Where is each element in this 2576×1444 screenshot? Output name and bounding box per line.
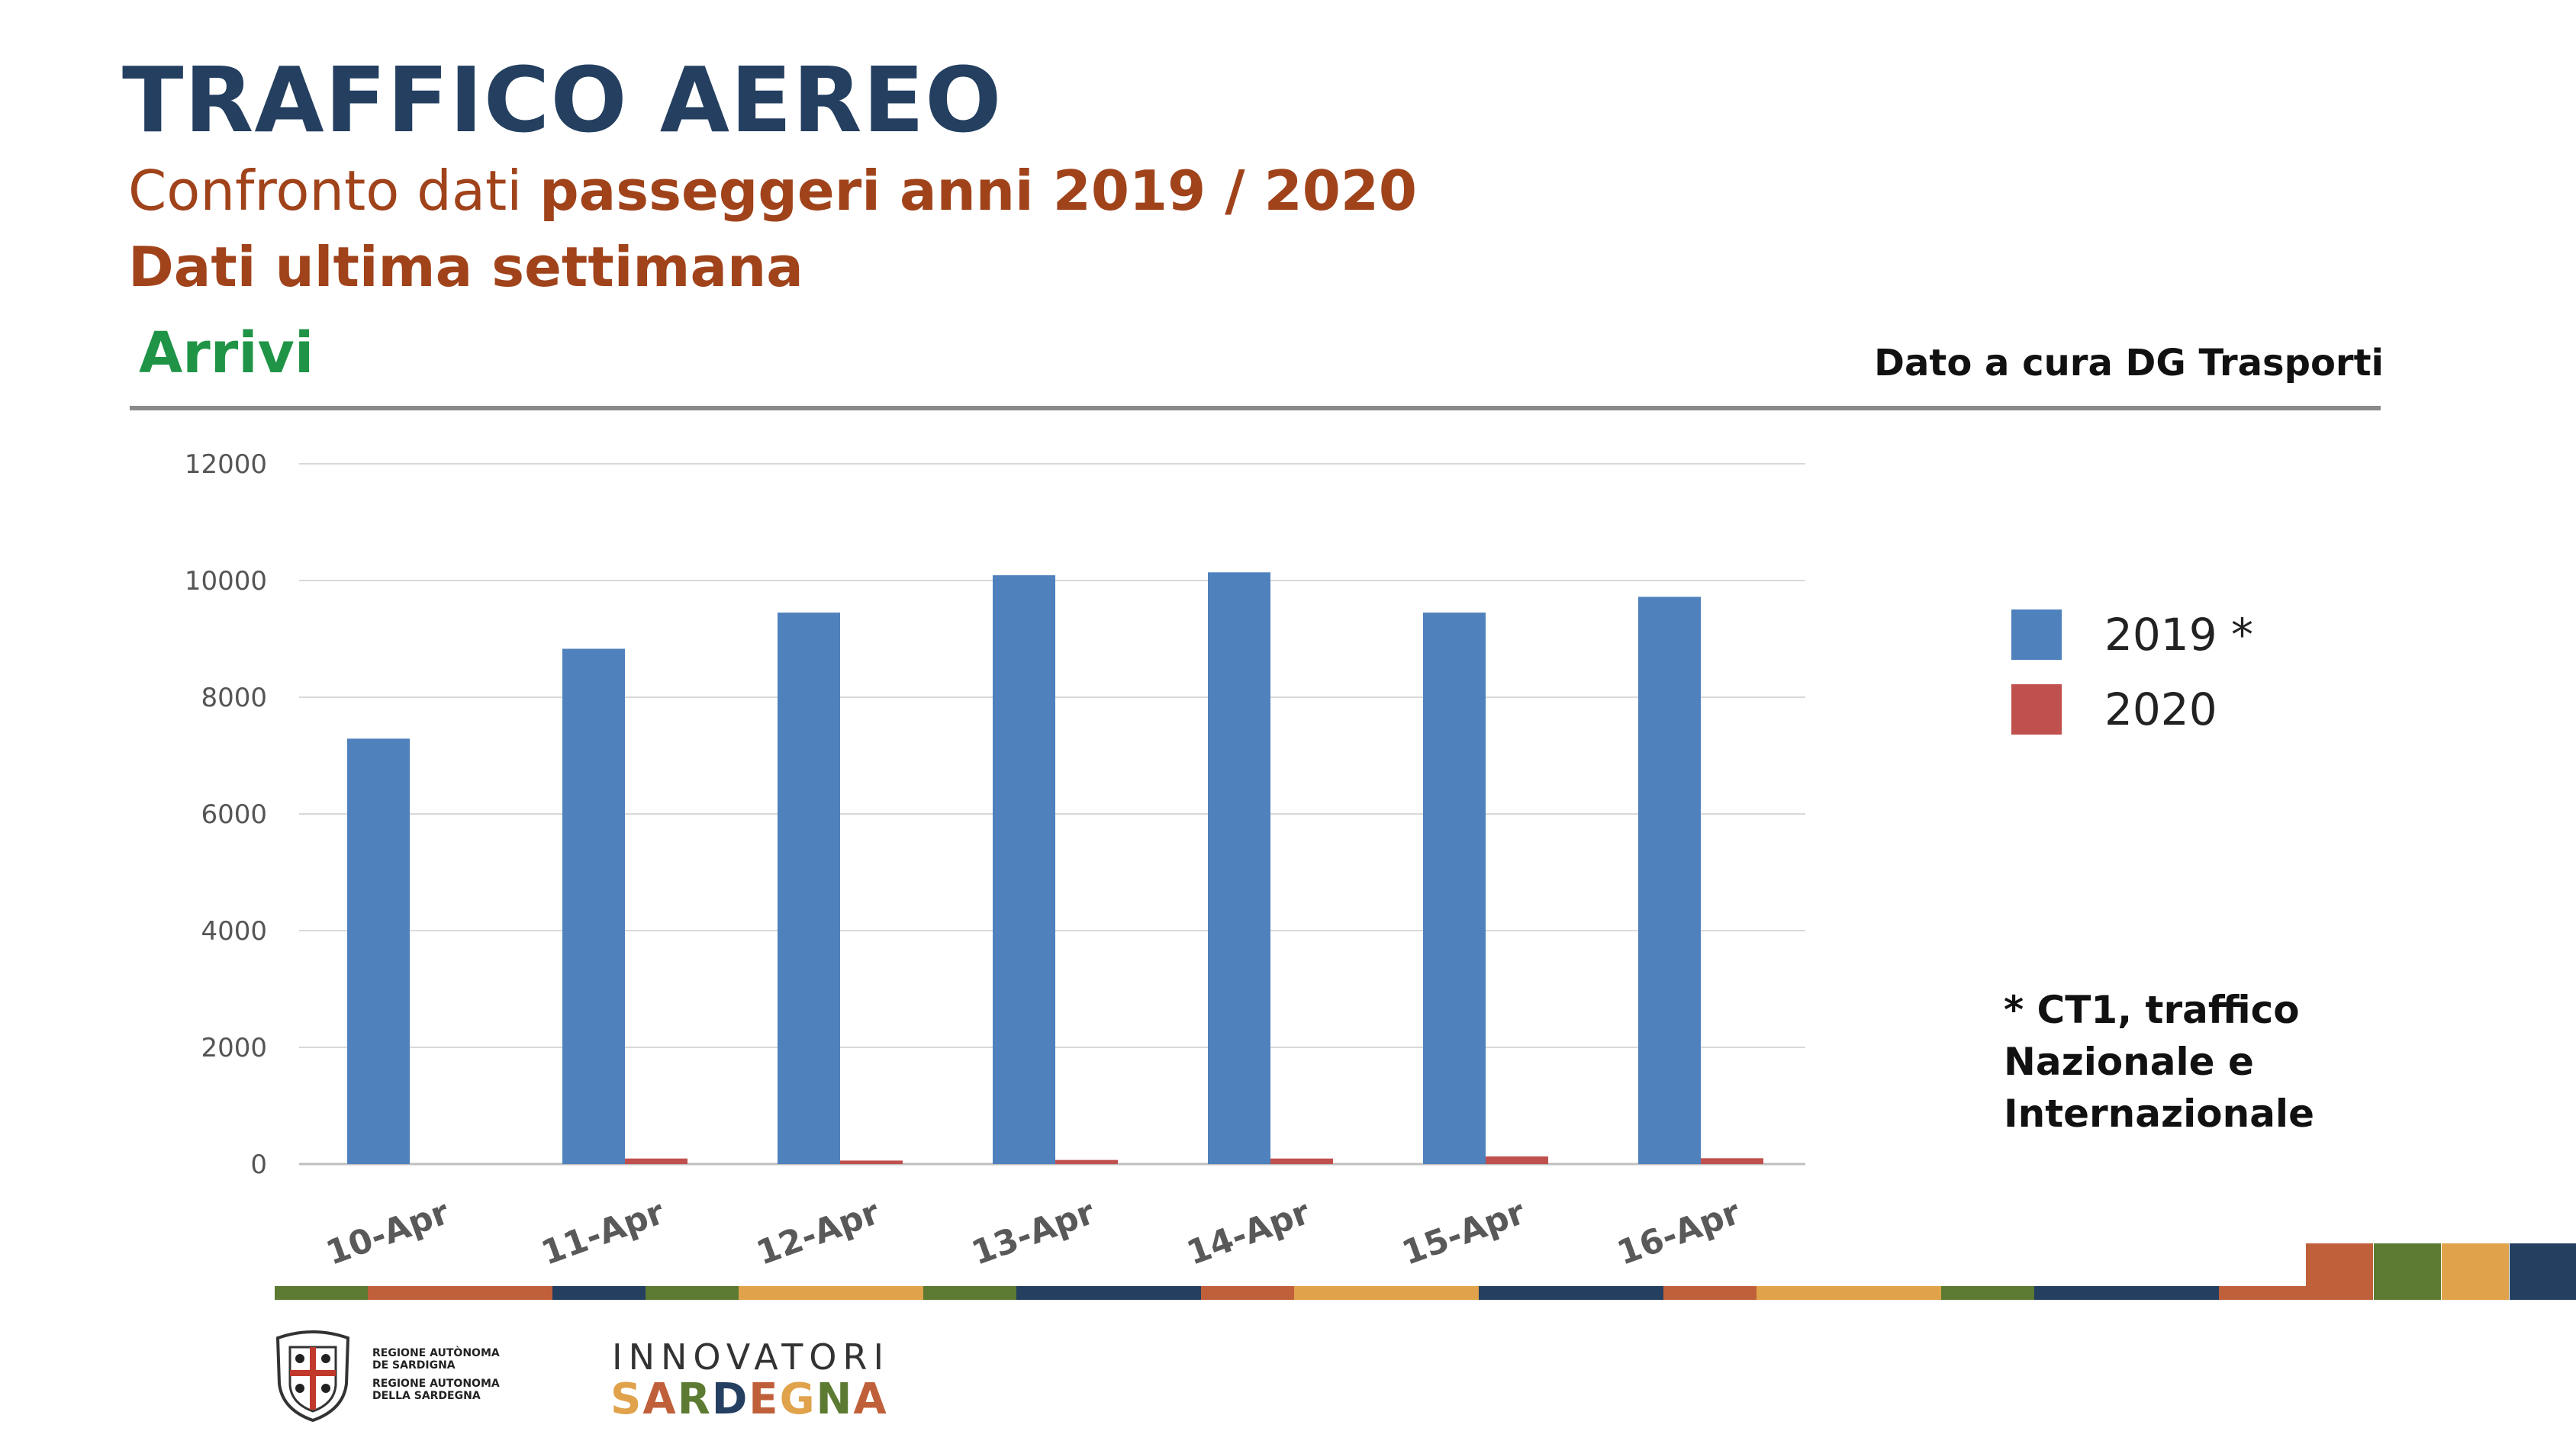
sardegna-letter: R [677, 1375, 712, 1424]
legend-swatch-2019 [2011, 609, 2062, 660]
stripe-segment [739, 1286, 923, 1300]
x-tick-label: 11-Apr [536, 1193, 669, 1273]
logo-line-1: REGIONE AUTÒNOMA [372, 1347, 500, 1359]
stripe-block [2374, 1243, 2441, 1300]
bar-2020-15-Apr [1486, 1156, 1548, 1164]
y-tick-label: 6000 [201, 799, 267, 830]
bar-2019-10-Apr [347, 738, 410, 1164]
header-divider [130, 406, 2381, 410]
y-tick-label: 0 [250, 1150, 267, 1180]
stripe-segment [275, 1286, 368, 1300]
chart-footnote: * CT1, traffico Nazionale e Internaziona… [2004, 984, 2314, 1140]
legend-label-2020: 2020 [2104, 683, 2217, 735]
y-axis-tick-labels: 0 2000 4000 6000 8000 10000 12000 [185, 449, 267, 1180]
sardegna-logo-text: SARDEGNA [610, 1375, 888, 1424]
logo-line-2: DE SARDIGNA [372, 1359, 456, 1372]
stripe-segment [368, 1286, 552, 1300]
source-credit: Dato a cura DG Trasporti [1874, 342, 2384, 384]
stripe-segment [552, 1286, 646, 1300]
stripe-segment [1294, 1286, 1479, 1300]
y-tick-label: 12000 [185, 449, 267, 480]
stripe-segment [1016, 1286, 1201, 1300]
x-tick-label: 15-Apr [1397, 1193, 1530, 1273]
bar-2020-16-Apr [1701, 1158, 1763, 1164]
stripe-segment [2219, 1286, 2312, 1300]
bar-2019-12-Apr [778, 613, 840, 1164]
sardegna-letter: D [711, 1375, 749, 1424]
stripe-block [2510, 1243, 2576, 1300]
y-tick-label: 4000 [201, 916, 267, 947]
bar-2019-15-Apr [1423, 613, 1486, 1164]
bar-2020-11-Apr [625, 1158, 687, 1164]
sardegna-letter: A [642, 1375, 678, 1424]
logo-line-4: DELLA SARDEGNA [372, 1390, 481, 1402]
x-tick-label: 16-Apr [1612, 1193, 1745, 1273]
stripe-segment [1201, 1286, 1294, 1300]
region-logo-text: REGIONE AUTÒNOMA DE SARDIGNA REGIONE AUT… [372, 1347, 500, 1402]
sardegna-letter: E [749, 1375, 780, 1424]
page-subtitle: Confronto dati passeggeri anni 2019 / 20… [128, 159, 1417, 223]
footnote-line-2: Nazionale e [2004, 1040, 2254, 1084]
stripe-segment [2034, 1286, 2219, 1300]
sardegna-letter: N [816, 1375, 854, 1424]
bar-2020-14-Apr [1270, 1158, 1333, 1164]
stripe-block [2306, 1243, 2373, 1300]
stripe-segment [646, 1286, 739, 1300]
bar-2019-16-Apr [1638, 597, 1701, 1164]
legend-label-2019: 2019 * [2104, 609, 2254, 661]
bar-chart: 0 2000 4000 6000 8000 10000 12000 10-Apr 11-Apr… [185, 449, 1805, 1273]
stripe-segment [923, 1286, 1016, 1300]
bar-2020-13-Apr [1055, 1159, 1118, 1164]
innovatori-logo-text: INNOVATORI [612, 1336, 890, 1378]
footnote-line-1: * CT1, traffico [2004, 988, 2300, 1032]
chart-bars [347, 572, 1763, 1164]
coat-of-arms-icon [275, 1330, 350, 1423]
stripe-segment [1941, 1286, 2034, 1300]
page-title: TRAFFICO AEREO [122, 47, 1003, 153]
logo-line-3: REGIONE AUTONOMA [372, 1378, 500, 1390]
stripe-block [2442, 1243, 2509, 1300]
x-tick-label: 12-Apr [752, 1193, 884, 1273]
subtitle-bold: passeggeri anni 2019 / 2020 [539, 159, 1418, 223]
x-tick-label: 10-Apr [321, 1193, 454, 1273]
y-tick-label: 8000 [201, 683, 267, 713]
x-tick-label: 13-Apr [967, 1193, 1100, 1273]
bar-2019-13-Apr [993, 575, 1055, 1164]
y-tick-label: 2000 [201, 1033, 267, 1063]
legend-entry-2019: 2019 * [2011, 608, 2253, 661]
section-label: Arrivi [139, 320, 314, 386]
x-tick-label: 14-Apr [1182, 1193, 1315, 1273]
x-axis-tick-labels: 10-Apr 11-Apr 12-Apr 13-Apr 14-Apr 15-Apr 16-A… [321, 1193, 1745, 1273]
stripe-segment [1479, 1286, 1663, 1300]
bar-2019-14-Apr [1208, 572, 1270, 1164]
sardegna-letter: G [779, 1375, 816, 1424]
footnote-line-3: Internazionale [2004, 1092, 2314, 1136]
y-tick-label: 10000 [185, 566, 267, 597]
sardegna-letter: A [853, 1375, 888, 1424]
page-subtitle-period: Dati ultima settimana [128, 235, 803, 299]
stripe-segment [1757, 1286, 1941, 1300]
bar-2019-11-Apr [562, 648, 625, 1164]
bar-2020-12-Apr [840, 1160, 903, 1164]
subtitle-plain: Confronto dati [128, 159, 540, 223]
stripe-segment [1663, 1286, 1757, 1300]
legend-swatch-2020 [2011, 684, 2062, 735]
sardegna-letter: S [610, 1375, 643, 1424]
legend-entry-2020: 2020 [2011, 683, 2217, 736]
